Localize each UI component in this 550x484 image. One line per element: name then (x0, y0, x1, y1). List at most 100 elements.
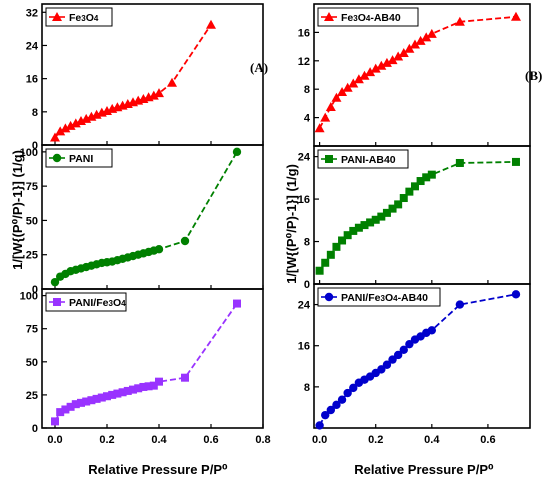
data-point (343, 388, 352, 398)
data-point (404, 43, 415, 53)
y-tick-label: 24 (298, 152, 311, 164)
y-axis-title-A: 1/[W{(P⁰/P)-1}] (1/g) (10, 150, 25, 270)
y-axis-title-B: 1/[W{(P⁰/P)-1}] (1/g) (284, 164, 299, 284)
y-tick-label: 12 (298, 56, 310, 68)
panel-B-2: 0 8 16 24 PANI-AB40 (298, 145, 531, 291)
data-point (55, 126, 66, 136)
data-point (426, 28, 437, 38)
data-point (337, 395, 347, 404)
y-tick-label: 100 (20, 147, 38, 159)
data-point (399, 345, 408, 355)
x-tick-label: 0.0 (312, 434, 327, 446)
data-point (77, 398, 85, 407)
legend-label: PANI/Fe3O4-AB40 (341, 292, 428, 304)
panel-label-B: (B) (525, 68, 542, 83)
series-markers (51, 299, 241, 426)
legend: PANI/Fe3O4 (45, 292, 127, 312)
y-tick-label: 8 (32, 107, 38, 119)
data-point (320, 112, 331, 122)
data-point (393, 350, 403, 360)
data-point (149, 381, 158, 390)
y-tick-label: 0 (32, 140, 38, 152)
data-point (50, 132, 60, 142)
y-tick-label: 25 (26, 250, 38, 262)
data-point (108, 390, 117, 399)
series-markers (314, 11, 521, 133)
data-point (427, 326, 437, 335)
data-point (349, 226, 358, 235)
data-point (50, 277, 60, 287)
data-point (332, 242, 341, 251)
data-point (139, 382, 148, 391)
data-point (103, 392, 111, 401)
x-tick-label: 0.6 (480, 434, 495, 446)
data-point (332, 400, 341, 410)
plot-frame (313, 283, 531, 429)
x-tick-label: 0.4 (424, 434, 440, 446)
data-point (66, 402, 75, 411)
data-point (399, 194, 408, 203)
legend: PANI (45, 148, 113, 168)
data-point (388, 355, 397, 364)
y-tick-label: 16 (298, 341, 310, 353)
data-point (206, 19, 216, 29)
y-tick-label: 100 (20, 291, 38, 303)
series-markers (50, 19, 216, 142)
legend-label: PANI-AB40 (341, 154, 396, 166)
panel-A-1: 0 8 16 24 32 Fe3O4 (26, 3, 264, 152)
data-point (377, 212, 386, 221)
y-tick-label: 24 (26, 40, 39, 52)
x-tick-label: 0.4 (151, 434, 167, 446)
series-line (54, 24, 212, 139)
legend: Fe3O4 (45, 7, 113, 27)
data-point (155, 377, 163, 386)
legend-label: Fe3O4-AB40 (341, 12, 401, 24)
data-point (370, 63, 381, 73)
data-point (61, 405, 70, 414)
series-markers (50, 147, 242, 287)
data-point (348, 78, 359, 88)
data-point (409, 39, 420, 49)
y-tick-label: 4 (304, 113, 311, 125)
data-point (331, 92, 342, 102)
data-point (359, 70, 370, 80)
data-point (338, 236, 347, 245)
data-point (349, 383, 358, 393)
series-line (54, 151, 238, 283)
data-point (97, 393, 106, 402)
data-point (381, 57, 392, 67)
data-point (366, 218, 375, 227)
x-axis-title-B: Relative Pressure P/P⁰ (354, 462, 494, 477)
data-point (353, 74, 364, 84)
data-point (51, 417, 59, 426)
panel-B-3: 8 16 24 PANI/Fe3O4-AB40 (298, 283, 531, 430)
legend-label: Fe3O4 (69, 12, 99, 24)
data-point (393, 51, 404, 61)
data-point (148, 90, 159, 100)
data-point (315, 421, 324, 430)
data-point (454, 16, 465, 26)
x-tick-label: 0.8 (255, 434, 270, 446)
data-point (388, 204, 397, 213)
data-point (113, 389, 122, 398)
data-point (421, 32, 432, 42)
data-point (415, 35, 426, 45)
data-point (129, 385, 137, 394)
data-point (123, 386, 132, 395)
legend-marker (52, 153, 62, 163)
y-tick-label: 50 (26, 215, 38, 227)
data-point (314, 123, 325, 133)
series-line (318, 15, 517, 129)
x-axis-title-A: Relative Pressure P/P⁰ (88, 462, 228, 477)
y-tick-label: 16 (298, 194, 310, 206)
legend: PANI-AB40 (317, 149, 409, 169)
y-tick-label: 8 (304, 382, 310, 394)
data-point (337, 87, 348, 97)
legend-box (317, 7, 419, 27)
legend-marker (52, 12, 62, 21)
data-point (134, 384, 143, 393)
data-point (342, 82, 353, 92)
data-point (325, 101, 336, 111)
panel-B-1: 4 8 12 16 Fe3O4-AB40 (298, 3, 531, 147)
data-point (326, 405, 336, 415)
